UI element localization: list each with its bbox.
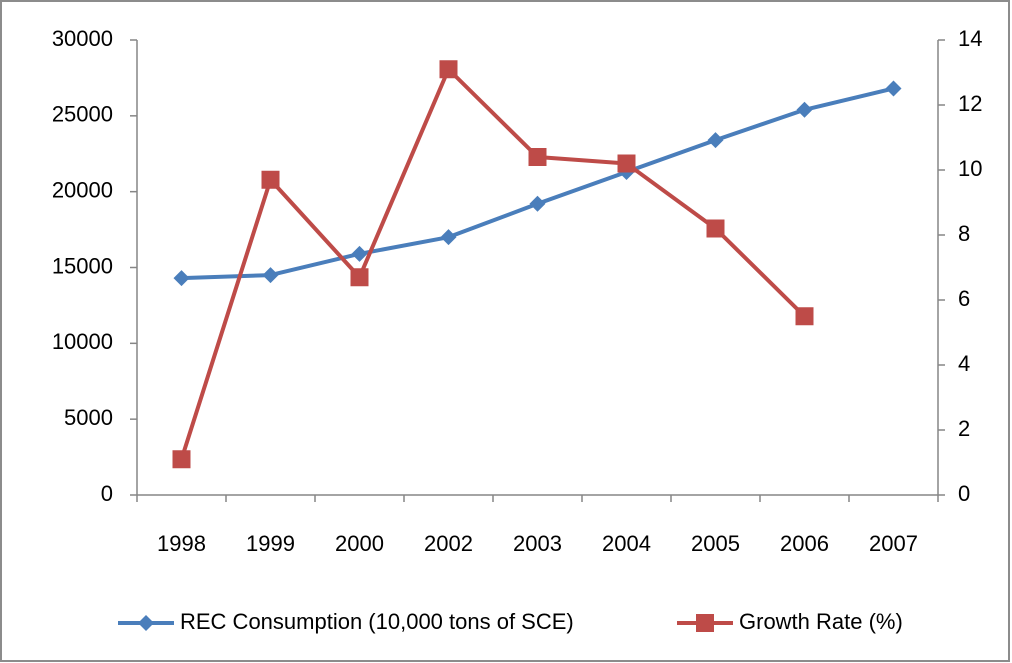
y2-tick-label: 10 (958, 156, 982, 181)
y2-tick-label: 4 (958, 351, 970, 376)
data-point (351, 245, 368, 262)
x-tick-label: 2002 (424, 531, 473, 556)
x-tick-label: 2005 (691, 531, 740, 556)
y2-tick-label: 8 (958, 221, 970, 246)
x-tick-label: 2000 (335, 531, 384, 556)
data-point (706, 219, 725, 238)
y-tick-label: 15000 (52, 253, 113, 278)
y2-tick-label: 0 (958, 481, 970, 506)
x-tick-label: 2003 (513, 531, 562, 556)
y-tick-label: 25000 (52, 102, 113, 127)
y-tick-label: 5000 (64, 405, 113, 430)
y-tick-label: 0 (101, 481, 113, 506)
data-point (261, 170, 280, 189)
data-point (707, 132, 724, 149)
y2-tick-label: 12 (958, 91, 982, 116)
data-point (440, 229, 457, 246)
data-point (528, 148, 547, 166)
legend-label: REC Consumption (10,000 tons of SCE) (180, 609, 574, 634)
legend-marker (138, 615, 154, 631)
x-tick-label: 2004 (602, 531, 651, 556)
data-point (885, 80, 902, 97)
x-tick-label: 1998 (157, 531, 206, 556)
x-tick-label: 2006 (780, 531, 829, 556)
y-tick-label: 10000 (52, 329, 113, 354)
legend-marker (696, 614, 714, 632)
y-tick-label: 30000 (52, 26, 113, 51)
x-tick-label: 1999 (246, 531, 295, 556)
data-point (172, 450, 191, 469)
y2-tick-label: 2 (958, 416, 970, 441)
data-point (529, 195, 546, 212)
y-tick-label: 20000 (52, 177, 113, 202)
data-point (173, 270, 190, 287)
data-point (350, 268, 369, 287)
data-point (796, 101, 813, 118)
y2-tick-label: 14 (958, 26, 982, 51)
data-point (617, 154, 636, 173)
x-tick-label: 2007 (869, 531, 918, 556)
series-line (179, 67, 806, 460)
y2-tick-label: 6 (958, 286, 970, 311)
data-point (439, 60, 458, 79)
data-point (795, 307, 814, 326)
legend-label: Growth Rate (%) (739, 609, 903, 634)
data-point (262, 267, 279, 284)
